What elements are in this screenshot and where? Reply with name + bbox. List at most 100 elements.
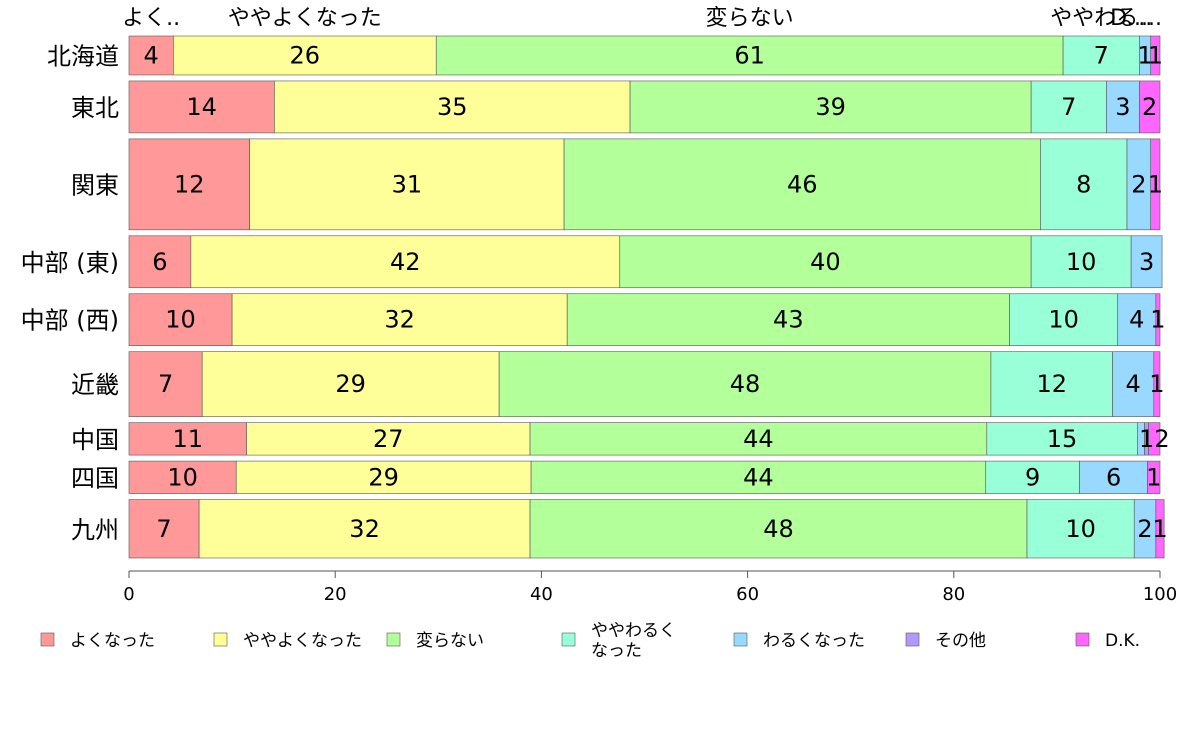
bar-segment	[566, 293, 1010, 346]
data-label: 32	[349, 515, 380, 543]
bar-segment	[529, 499, 1028, 559]
data-label: 26	[290, 41, 321, 69]
data-label: 35	[437, 93, 468, 121]
bar-segment	[990, 351, 1113, 417]
bar-segment	[201, 351, 500, 417]
bar-segment	[198, 499, 531, 559]
bar-segment	[246, 422, 531, 456]
bar-segment	[173, 35, 437, 76]
x-tick-label: 100	[1143, 584, 1177, 605]
bar-segment	[1026, 499, 1135, 559]
x-tick-label: 0	[123, 584, 134, 605]
legend-label-line: ややわるく	[591, 621, 676, 641]
data-label: 48	[730, 370, 761, 398]
data-label: 44	[743, 463, 774, 491]
bar-segment	[1117, 293, 1157, 346]
legend-label: 変らない	[416, 631, 484, 651]
legend-swatch	[905, 632, 920, 647]
top-segment-label: 変らない	[706, 6, 794, 31]
data-label: 29	[335, 370, 366, 398]
legend-label-line: 変らない	[416, 631, 484, 651]
data-label: 6	[152, 248, 167, 276]
top-segment-label: ややよくなった	[228, 6, 382, 31]
bar-segment	[235, 460, 532, 494]
bar-segment	[1062, 35, 1140, 76]
bar-segment	[563, 138, 1041, 231]
legend-label: ややよくなった	[243, 631, 362, 651]
data-label: 4	[1129, 306, 1144, 334]
bar-segment	[1139, 80, 1161, 134]
bar-segment	[1030, 235, 1132, 289]
data-label: 11	[172, 425, 203, 453]
legend-label-line: D.K.	[1105, 631, 1140, 651]
data-label: 29	[368, 463, 399, 491]
bar-segment	[986, 422, 1138, 456]
data-label: 9	[1025, 463, 1040, 491]
bar-segment	[1130, 235, 1163, 289]
legend-label-line: その他	[935, 631, 986, 651]
x-tick-label: 60	[736, 584, 759, 605]
legend: よくなった ややよくなった 変らない ややわるくなった わるくなった その他 D.K.	[40, 621, 1140, 661]
data-label: 10	[1048, 306, 1079, 334]
category-label: 中部 (西)	[21, 307, 119, 335]
data-label: 2	[1142, 93, 1157, 121]
category-label: 東北	[71, 94, 119, 122]
bar-segment	[128, 235, 192, 289]
data-label: 3	[1115, 93, 1130, 121]
data-label: 10	[165, 306, 196, 334]
legend-label-line: よくなった	[70, 631, 155, 651]
x-axis: 0 20 40 60 80 100	[123, 570, 1177, 605]
legend-swatch	[561, 632, 576, 647]
category-label: 中部 (東)	[21, 249, 119, 277]
data-label: 40	[810, 248, 841, 276]
data-label: 1	[1149, 370, 1164, 398]
category-label: 関東	[71, 171, 119, 199]
bar-segment	[1153, 351, 1161, 417]
bar-segment	[1009, 293, 1119, 346]
x-tick-label: 20	[324, 584, 347, 605]
legend-label: よくなった	[70, 631, 155, 651]
bar-segment	[530, 460, 987, 494]
bar-segment	[1150, 35, 1161, 76]
category-label: 九州	[71, 516, 119, 544]
legend-label-line: ややよくなった	[243, 631, 362, 651]
data-label: 1	[1150, 306, 1165, 334]
bar-segment	[128, 499, 200, 559]
legend-label-line: なった	[591, 641, 642, 661]
category-label: 四国	[71, 464, 119, 492]
data-label: 15	[1047, 425, 1078, 453]
data-label: 12	[174, 170, 205, 198]
data-label: 10	[167, 463, 198, 491]
legend-swatch	[733, 632, 748, 647]
data-label: 44	[743, 425, 774, 453]
data-label: 43	[773, 306, 804, 334]
data-label: 42	[390, 248, 421, 276]
bar-segment	[128, 138, 250, 231]
data-label: 31	[392, 170, 423, 198]
data-label: 2	[1131, 170, 1146, 198]
data-label: 7	[156, 515, 171, 543]
bar-segment	[1155, 293, 1161, 346]
bar-segment	[1155, 499, 1165, 559]
bar-segment	[1030, 80, 1107, 134]
bar-segment	[985, 460, 1080, 494]
data-label: 2	[1137, 515, 1152, 543]
bar-segment	[128, 293, 233, 346]
category-label: 近畿	[71, 371, 119, 399]
data-label: 61	[734, 41, 765, 69]
bar-segment	[629, 80, 1032, 134]
category-label: 北海道	[47, 42, 119, 70]
top-segment-label: ややわる..	[1050, 6, 1152, 31]
data-label: 4	[144, 41, 159, 69]
bar-segment	[190, 235, 621, 289]
x-tick-label: 40	[530, 584, 553, 605]
data-label: 10	[1065, 515, 1096, 543]
data-label: 1	[1152, 515, 1167, 543]
legend-swatch	[386, 632, 401, 647]
bar-segment	[1079, 460, 1148, 494]
bar-segment	[1147, 460, 1161, 494]
legend-label: その他	[935, 631, 986, 651]
data-label: 27	[373, 425, 404, 453]
